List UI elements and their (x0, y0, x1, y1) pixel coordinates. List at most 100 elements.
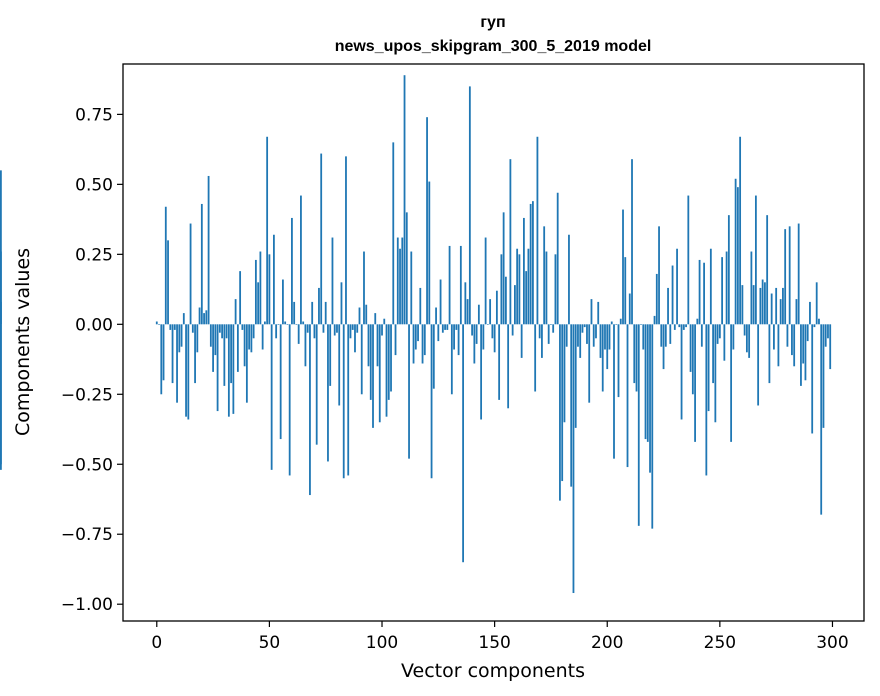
bar-component-59 (288, 324, 291, 476)
bar-component-42 (250, 324, 253, 353)
bar-component-129 (446, 324, 449, 330)
bar-component-256 (732, 324, 735, 350)
bar-component-128 (444, 324, 446, 330)
bar-component-152 (498, 324, 501, 400)
bar-component-78 (331, 237, 334, 325)
bar-component-224 (660, 324, 663, 347)
bar-component-184 (570, 324, 573, 487)
bar-component-192 (588, 324, 591, 403)
bar-component-211 (631, 159, 633, 325)
x-tick-label: 0 (151, 633, 162, 653)
bar-component-33 (230, 324, 233, 384)
bar-component-136 (462, 324, 464, 563)
bar-component-12 (182, 313, 185, 325)
bar-component-220 (651, 324, 654, 529)
bar-component-82 (340, 282, 343, 325)
bar-component-144 (480, 324, 483, 420)
bar-component-37 (239, 271, 242, 325)
bar-component-22 (205, 310, 208, 325)
bar-component-165 (527, 248, 530, 325)
bar-component-150 (493, 324, 496, 353)
bar-component-32 (227, 324, 230, 417)
bar-component-191 (586, 324, 588, 344)
bar-component-117 (419, 287, 422, 325)
bar-component-113 (410, 251, 413, 325)
bar-component-299 (829, 324, 832, 370)
bar-component-104 (390, 324, 392, 392)
bar-component-43 (252, 324, 255, 339)
bar-component-30 (223, 324, 226, 386)
bar-component-93 (365, 304, 368, 325)
bar-component-83 (342, 324, 345, 479)
bar-component-257 (734, 178, 737, 325)
bar-component-123 (432, 324, 435, 389)
bar-component-188 (579, 324, 582, 358)
bar-component-8 (173, 324, 176, 330)
bar-component-223 (658, 226, 660, 325)
x-tick-label: 100 (366, 633, 398, 653)
bar-component-98 (376, 324, 379, 367)
bar-component-89 (356, 324, 359, 333)
bar-component-140 (471, 324, 473, 336)
bar-component-118 (421, 324, 424, 364)
bar-component-250 (718, 324, 721, 339)
bar-component-239 (694, 324, 696, 442)
bar-component-251 (721, 257, 724, 325)
bar-component-1 (158, 324, 160, 325)
bar-component-278 (782, 287, 784, 325)
bar-component-292 (813, 324, 816, 328)
bar-component-169 (536, 136, 539, 325)
bar-component-281 (788, 226, 791, 325)
chart-title-line1: гуп (480, 14, 505, 31)
bar-component-225 (662, 324, 665, 370)
bar-component-115 (414, 324, 417, 350)
bar-component-162 (520, 324, 523, 358)
bar-component-46 (259, 251, 262, 325)
y-tick-label: −0.50 (61, 455, 113, 475)
bar-component-235 (685, 324, 687, 328)
bar-component-155 (504, 276, 507, 325)
bar-component-216 (642, 324, 645, 350)
y-tick-label: 0.00 (75, 315, 113, 335)
bar-component-49 (266, 136, 269, 325)
bar-component-194 (592, 324, 595, 347)
bar-component-241 (698, 259, 701, 325)
bar-component-195 (595, 324, 597, 339)
bar-component-246 (709, 248, 712, 325)
bar-component-203 (613, 324, 615, 459)
y-axis-ticks: −1.00 −0.75 −0.50 −0.25 0.00 0.25 0.50 0.75 (61, 105, 123, 615)
bar-component-233 (680, 324, 683, 420)
bar-component-56 (282, 279, 284, 325)
bar-component-81 (338, 324, 341, 406)
bar-component-296 (822, 324, 825, 428)
bar-component-64 (300, 195, 302, 325)
bar-component-204 (615, 324, 618, 325)
bar-component-127 (441, 324, 444, 333)
bar-component-218 (646, 324, 649, 442)
bar-component-61 (293, 301, 296, 325)
bar-component-14 (187, 324, 190, 420)
bar-component-41 (248, 324, 251, 350)
bar-component-182 (565, 324, 568, 347)
bar-component-186 (574, 324, 577, 428)
bar-component-178 (556, 192, 559, 325)
bar-component-134 (457, 324, 460, 356)
bar-component-174 (547, 324, 550, 344)
bar-component-199 (604, 324, 606, 350)
bar-component-271 (766, 215, 769, 325)
chart-title-line2: news_upos_skipgram_300_5_2019 model (335, 38, 652, 55)
bar-component-172 (543, 226, 546, 325)
bar-component-44 (254, 259, 257, 325)
bar-component-240 (696, 318, 699, 325)
bar-component-288 (804, 324, 807, 381)
bar-component-107 (396, 237, 399, 325)
bar-component-269 (761, 279, 764, 325)
bar-component-193 (590, 299, 593, 325)
bar-component-94 (367, 324, 370, 367)
bar-component-157 (509, 159, 512, 325)
bar-component-231 (676, 248, 678, 325)
y-tick-label: 0.75 (75, 105, 113, 125)
bar-component-232 (678, 324, 681, 328)
bar-component-91 (360, 324, 363, 395)
bar-component-70 (313, 324, 316, 339)
